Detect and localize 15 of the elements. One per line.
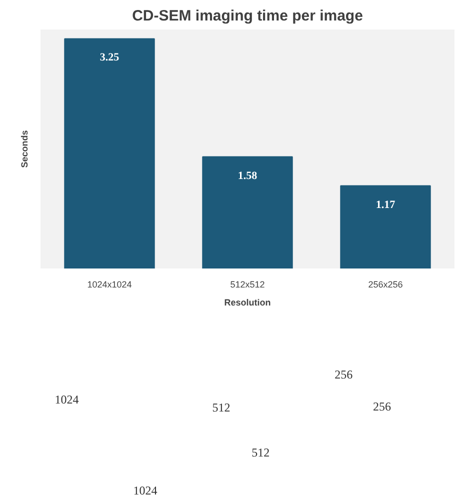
y-axis-title: Seconds xyxy=(20,130,30,168)
text: 512 xyxy=(212,400,230,414)
data-label: 1.58 xyxy=(238,170,258,182)
text: 512 xyxy=(252,446,270,460)
data-label: 1.17 xyxy=(376,198,396,211)
text: 256 xyxy=(334,368,353,382)
chart-title: CD-SEM imaging time per image xyxy=(132,8,363,24)
text: 1024 xyxy=(133,484,158,498)
text: 1024 xyxy=(54,392,79,406)
data-label: 3.25 xyxy=(100,52,120,64)
x-tick-label: 256x256 xyxy=(368,280,403,290)
x-tick-label: 512x512 xyxy=(230,280,265,290)
text: 256 xyxy=(373,400,392,414)
x-axis-title: Resolution xyxy=(224,298,271,308)
x-tick-label: 1024x1024 xyxy=(87,280,132,290)
